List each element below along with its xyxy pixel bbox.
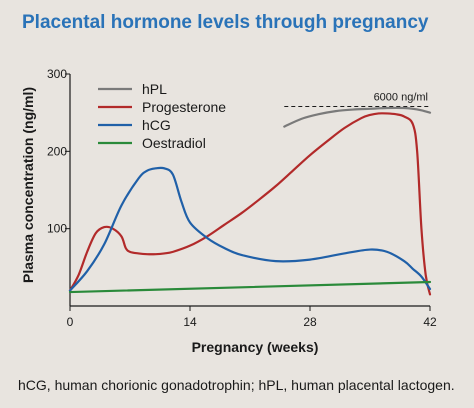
y-tick-label: 100 — [47, 222, 67, 236]
series-line-progesterone — [68, 112, 432, 296]
x-axis-label: Pregnancy (weeks) — [192, 339, 319, 355]
legend-label-hcg: hCG — [142, 117, 171, 133]
y-axis-label: Plasma concentration (ng/ml) — [20, 87, 36, 283]
x-tick-label: 28 — [303, 315, 317, 329]
legend-label-hpl: hPL — [142, 81, 167, 97]
legend-label-oestradiol: Oestradiol — [142, 135, 206, 151]
y-tick-label: 300 — [47, 67, 67, 81]
series-line-hpl — [283, 106, 432, 128]
x-tick-label: 14 — [183, 315, 197, 329]
x-tick-label: 0 — [67, 315, 74, 329]
series-line-hcg — [68, 166, 432, 292]
x-tick-label: 42 — [423, 315, 437, 329]
annotation-label: 6000 ng/ml — [374, 91, 428, 103]
figure-caption: hCG, human chorionic gonadotrophin; hPL,… — [18, 377, 455, 393]
series-line-oestradiol — [68, 280, 432, 294]
y-tick-label: 200 — [47, 144, 67, 158]
chart-title: Placental hormone levels through pregnan… — [22, 12, 429, 33]
legend-label-progesterone: Progesterone — [142, 99, 226, 115]
